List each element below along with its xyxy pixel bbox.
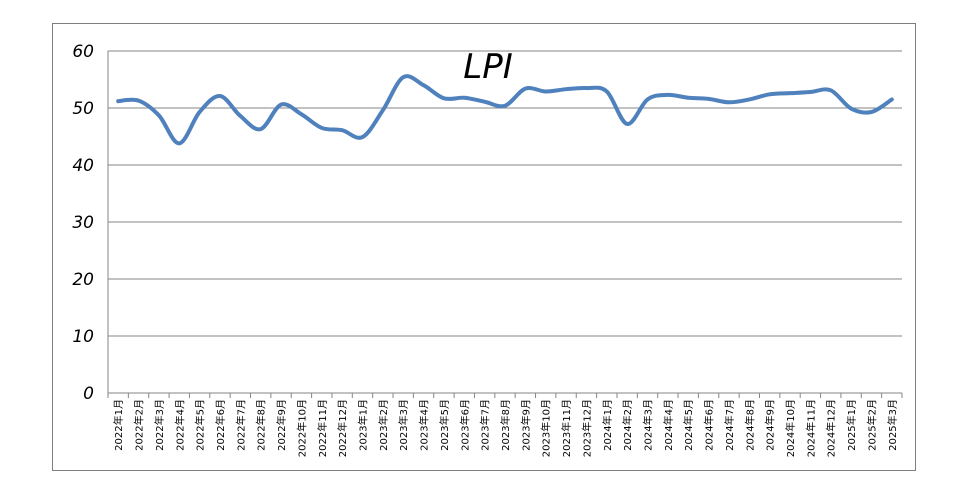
x-tick-label: 2024年6月: [703, 399, 716, 451]
x-tick-label: 2023年11月: [560, 399, 573, 457]
x-tick-label: 2022年9月: [275, 399, 288, 451]
x-tick-label: 2022年4月: [173, 399, 186, 451]
x-tick-label: 2025年3月: [886, 399, 899, 451]
x-tick-label: 2022年2月: [133, 399, 146, 451]
x-tick-label: 2023年6月: [458, 399, 471, 451]
x-tick-label: 2022年12月: [336, 399, 349, 457]
data-point-32: [768, 92, 772, 96]
x-tick-label: 2024年5月: [682, 399, 695, 451]
x-tick-label: 2023年5月: [438, 399, 451, 451]
data-point-8: [279, 103, 283, 107]
x-tick-label: 2023年1月: [356, 399, 369, 451]
x-tick-label: 2022年3月: [153, 399, 166, 451]
data-point-14: [401, 75, 405, 79]
data-point-33: [788, 91, 792, 95]
x-tick-label: 2022年8月: [255, 399, 268, 451]
x-tick-label: 2024年12月: [825, 399, 838, 457]
x-tick-label: 2022年6月: [214, 399, 227, 451]
data-point-37: [869, 110, 873, 114]
x-tick-label: 2023年4月: [418, 399, 431, 451]
chart-title: LPI: [463, 47, 512, 87]
data-point-22: [564, 87, 568, 91]
y-tick-label-30: 30: [72, 213, 94, 233]
x-tick-label: 2024年7月: [723, 399, 736, 451]
data-point-25: [625, 122, 629, 126]
x-tick-label: 2023年3月: [397, 399, 410, 451]
data-point-13: [381, 108, 385, 112]
y-tick-label-40: 40: [72, 156, 94, 176]
data-point-11: [340, 128, 344, 132]
x-tick-label: 2022年7月: [234, 399, 247, 451]
x-tick-label: 2022年10月: [295, 399, 308, 457]
x-tick-label: 2022年1月: [112, 399, 125, 451]
data-point-23: [584, 86, 588, 90]
chart-frame: [52, 23, 916, 471]
x-tick-label: 2024年3月: [642, 399, 655, 451]
data-point-29: [707, 97, 711, 101]
x-tick-label: 2024年1月: [601, 399, 614, 451]
data-point-17: [462, 96, 466, 100]
data-point-10: [320, 126, 324, 130]
y-tick-label-60: 60: [72, 42, 94, 62]
data-point-1: [137, 99, 141, 103]
x-tick-label: 2025年1月: [845, 399, 858, 451]
data-point-12: [360, 135, 364, 139]
data-point-5: [218, 94, 222, 98]
data-point-2: [157, 113, 161, 117]
data-point-38: [890, 97, 894, 101]
y-tick-label-0: 0: [83, 384, 94, 404]
x-tick-label: 2024年8月: [743, 399, 756, 451]
y-tick-label-20: 20: [72, 270, 94, 290]
x-tick-label: 2024年2月: [621, 399, 634, 451]
x-tick-label: 2022年11月: [316, 399, 329, 457]
y-tick-label-10: 10: [72, 327, 94, 347]
data-point-18: [483, 100, 487, 104]
x-tick-label: 2023年7月: [479, 399, 492, 451]
data-point-21: [544, 89, 548, 93]
x-tick-label: 2023年10月: [540, 399, 553, 457]
x-tick-label: 2024年4月: [662, 399, 675, 451]
data-point-27: [666, 93, 670, 97]
data-point-36: [849, 107, 853, 111]
x-tick-label: 2024年11月: [804, 399, 817, 457]
x-tick-label: 2024年10月: [784, 399, 797, 457]
data-point-28: [686, 96, 690, 100]
data-point-31: [747, 97, 751, 101]
x-tick-label: 2025年2月: [865, 399, 878, 451]
x-tick-label: 2023年12月: [580, 399, 593, 457]
data-point-3: [177, 141, 181, 145]
x-tick-label: 2024年9月: [764, 399, 777, 451]
x-tick-label: 2023年9月: [519, 399, 532, 451]
y-tick-label-50: 50: [72, 99, 94, 119]
data-point-4: [198, 110, 202, 114]
data-point-24: [605, 89, 609, 93]
series-line-0: [116, 74, 894, 146]
data-point-20: [523, 87, 527, 91]
data-point-16: [442, 96, 446, 100]
data-point-34: [808, 90, 812, 94]
data-point-30: [727, 100, 731, 104]
data-point-35: [829, 88, 833, 92]
data-point-15: [422, 83, 426, 87]
data-point-9: [299, 112, 303, 116]
data-point-7: [259, 127, 263, 131]
x-tick-label: 2023年8月: [499, 399, 512, 451]
data-point-26: [646, 97, 650, 101]
x-tick-label: 2022年5月: [194, 399, 207, 451]
x-tick-label: 2023年2月: [377, 399, 390, 451]
data-point-6: [238, 114, 242, 118]
data-point-19: [503, 104, 507, 108]
data-point-0: [116, 99, 120, 103]
